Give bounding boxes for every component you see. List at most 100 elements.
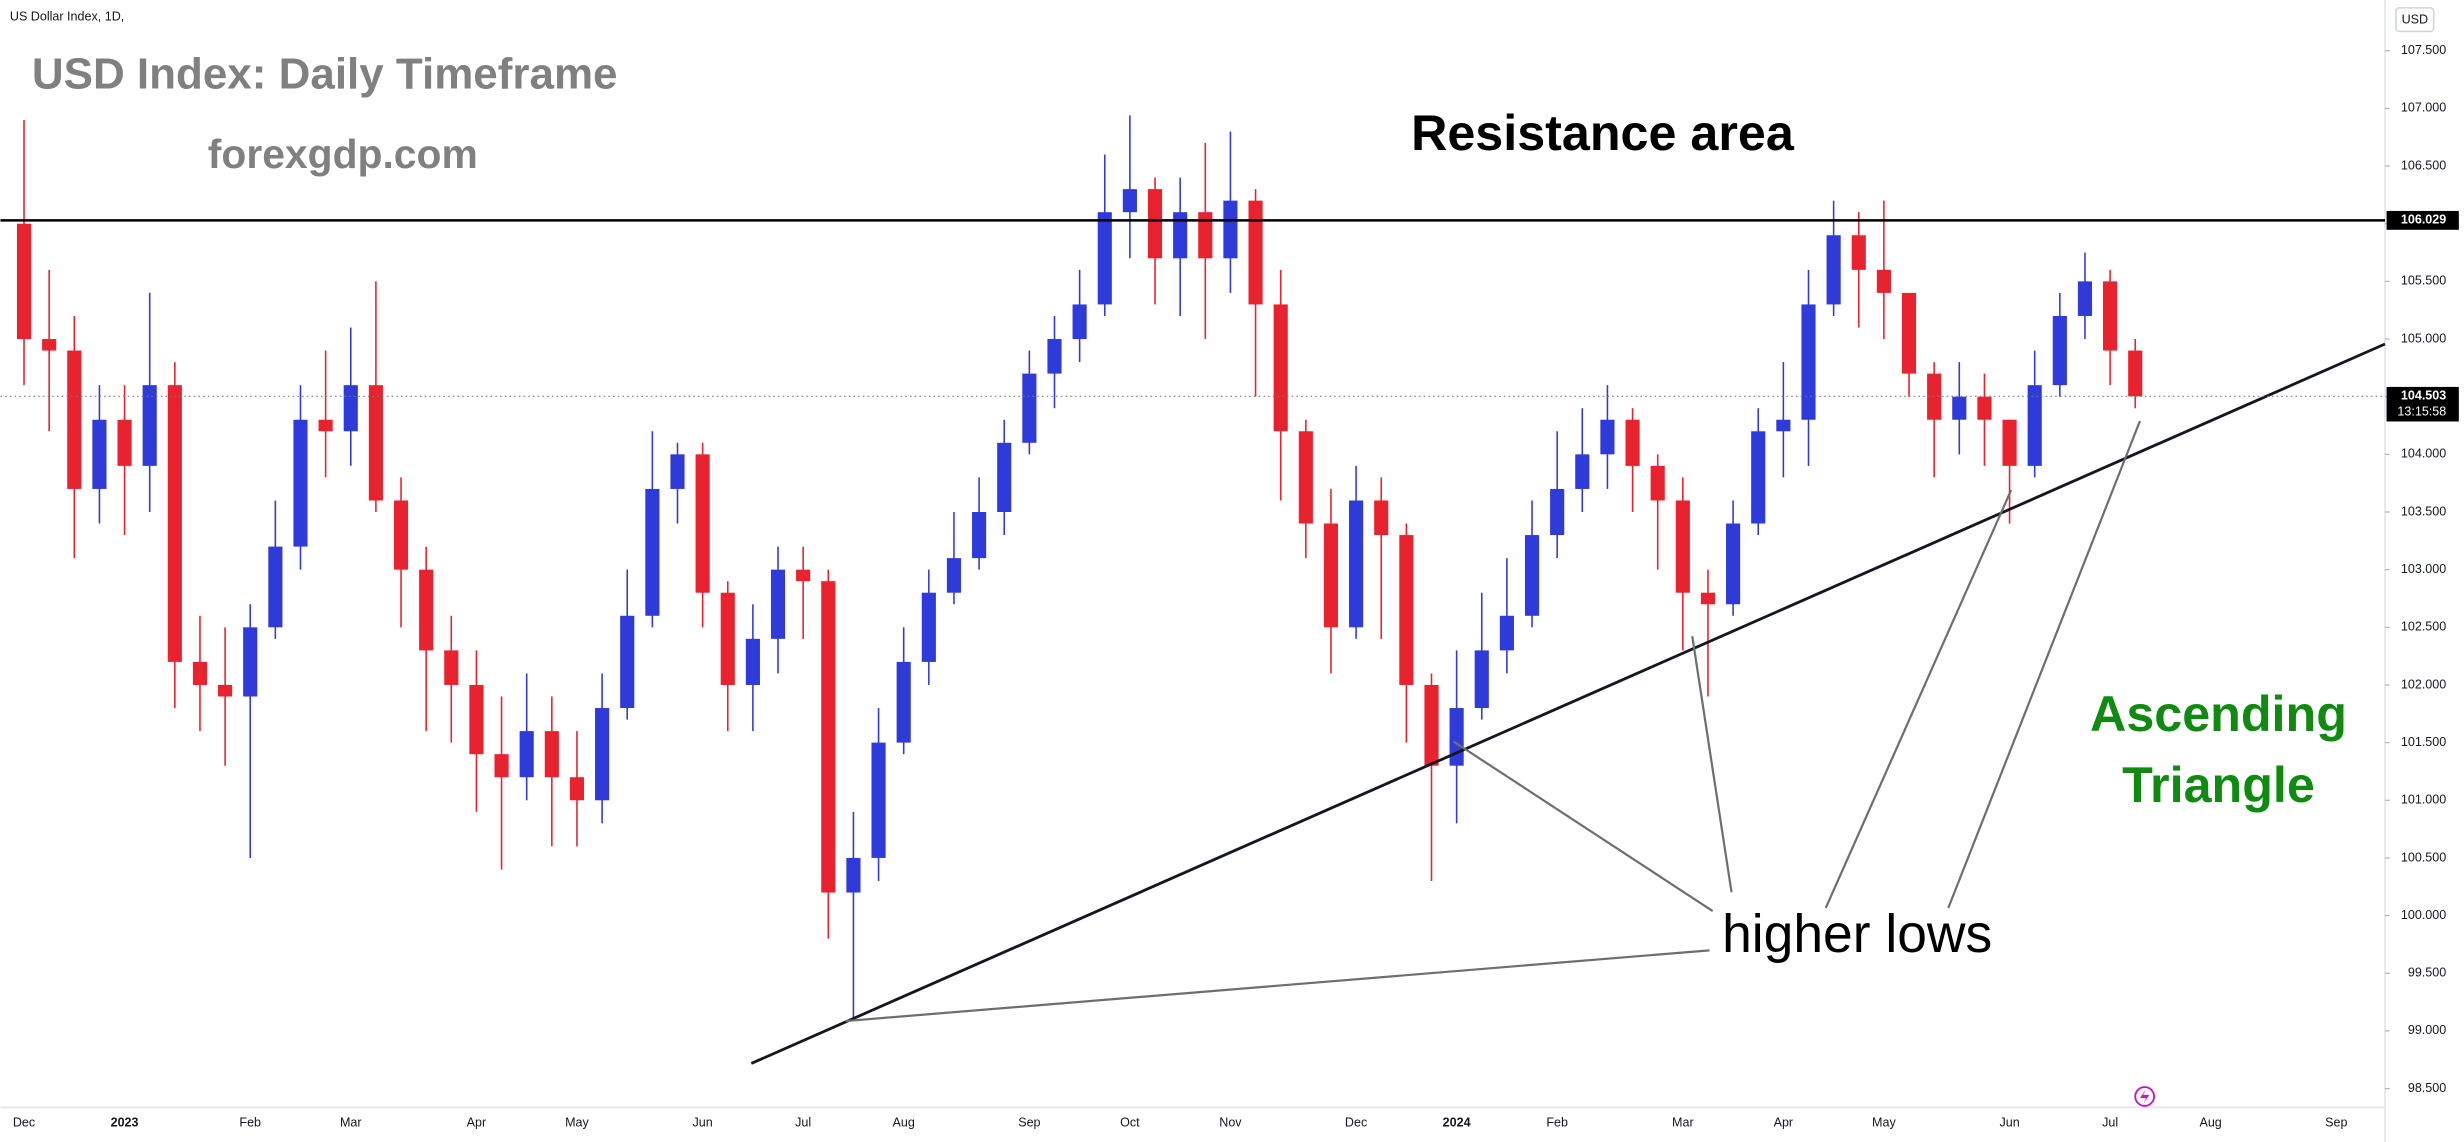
axes: 98.500 99.000 99.500 100.000 100.500 101.000 1…	[13, 43, 2446, 1129]
candle-body	[1399, 535, 1414, 685]
candle-body	[1726, 523, 1741, 605]
x-tick-label: Feb	[239, 1115, 261, 1129]
pointer-line	[1824, 489, 2013, 909]
pointer-line	[1947, 420, 2141, 909]
candle-body	[1198, 212, 1213, 259]
candle-body	[2077, 281, 2093, 316]
candle-body	[1173, 212, 1188, 259]
y-tick-label: 100.000	[2401, 908, 2446, 922]
candle-body	[544, 731, 559, 778]
y-tick-label: 102.500	[2401, 620, 2446, 634]
candle-body	[343, 385, 358, 432]
pointer-line	[1691, 636, 1733, 893]
candle-body	[1952, 396, 1967, 420]
candle-body	[2052, 315, 2067, 386]
x-tick-label: 2024	[1443, 1115, 1471, 1129]
candle-body	[972, 511, 987, 559]
y-tick-label: 105.000	[2401, 331, 2446, 345]
candle-body	[871, 742, 886, 858]
candle-body	[796, 569, 811, 582]
y-tick-label: 107.000	[2401, 101, 2446, 115]
candle-body	[444, 650, 459, 685]
candle-body	[670, 454, 685, 489]
candle-body	[1248, 200, 1263, 305]
resistance-price-box	[2386, 210, 2459, 230]
pointer-line	[1452, 740, 1714, 913]
candle-body	[1122, 189, 1137, 213]
candle-body	[997, 442, 1012, 512]
x-tick-label: Aug	[2199, 1115, 2221, 1129]
candle-body	[946, 558, 962, 593]
y-tick-label: 105.500	[2401, 274, 2446, 288]
countdown-label: 13:15:58	[2397, 404, 2446, 418]
candle-body	[1851, 235, 1866, 270]
lightning-glyph	[2139, 1088, 2150, 1105]
pointer-line	[845, 949, 1710, 1023]
candle-body	[2103, 281, 2118, 351]
pattern-annotation: Ascending	[2090, 686, 2347, 742]
candle-body	[1575, 454, 1590, 489]
candle-body	[569, 777, 585, 801]
candle-body	[167, 385, 182, 662]
currency-box[interactable]	[2395, 7, 2435, 33]
candle-body	[142, 385, 157, 466]
subtitle: forexgdp.com	[208, 131, 478, 177]
candle-body	[67, 350, 82, 489]
candle-body	[2027, 385, 2042, 466]
candle-body	[1223, 200, 1238, 259]
x-tick-label: Dec	[1345, 1115, 1367, 1129]
resistance-annotation: Resistance area	[1411, 105, 1795, 161]
candle-body	[1700, 592, 1716, 605]
candle-body	[770, 569, 786, 639]
candle-body	[2002, 419, 2017, 466]
x-tick-label: Apr	[467, 1115, 487, 1129]
x-tick-label: Sep	[1018, 1115, 1040, 1129]
candle-body	[393, 500, 409, 570]
candle-body	[1499, 615, 1514, 651]
y-tick-label: 107.500	[2401, 43, 2446, 57]
y-tick-label: 106.500	[2401, 158, 2446, 172]
x-tick-label: Mar	[340, 1115, 362, 1129]
candle-body	[1424, 684, 1439, 766]
candle-body	[92, 419, 107, 489]
candle-body	[720, 592, 735, 685]
x-tick-label: Apr	[1774, 1115, 1794, 1129]
candle-body	[1449, 708, 1464, 766]
x-tick-label: Feb	[1546, 1115, 1568, 1129]
candle-body	[1901, 292, 1917, 374]
last-price-label: 104.503	[2401, 389, 2446, 403]
y-tick-label: 98.500	[2408, 1081, 2446, 1095]
candle-body	[1323, 523, 1339, 628]
candle-body	[821, 581, 836, 893]
y-tick-label: 101.000	[2401, 793, 2446, 807]
candle-body	[1751, 431, 1766, 524]
annotations: US Dollar Index, 1D, USD Index: Daily Ti…	[10, 7, 2435, 1107]
y-tick-label: 101.500	[2401, 735, 2446, 749]
trendline	[750, 342, 2386, 1065]
candle-body	[1349, 500, 1364, 628]
candle-body	[1047, 339, 1062, 374]
candle-body	[846, 857, 861, 893]
candle-body	[1675, 500, 1690, 593]
candle-body	[318, 419, 333, 432]
candle-body	[469, 684, 484, 755]
y-tick-label: 104.000	[2401, 447, 2446, 461]
candle-body	[243, 627, 258, 697]
y-tick-label: 103.000	[2401, 562, 2446, 576]
candle-body	[1650, 465, 1665, 501]
candle-body	[2128, 350, 2143, 397]
y-tick-label: 102.000	[2401, 677, 2446, 691]
candle-body	[1801, 304, 1816, 420]
candle-body	[117, 419, 132, 466]
candle-body	[42, 339, 57, 351]
last-price-box	[2386, 386, 2459, 422]
candle-body	[1876, 269, 1891, 293]
x-tick-label: Jul	[2102, 1115, 2118, 1129]
candle-body	[645, 488, 660, 616]
candle-body	[695, 454, 710, 593]
candle-body	[1097, 212, 1112, 305]
candle-body	[192, 661, 208, 685]
resistance-price-label: 106.029	[2401, 213, 2446, 227]
lightning-icon[interactable]	[2134, 1086, 2156, 1107]
